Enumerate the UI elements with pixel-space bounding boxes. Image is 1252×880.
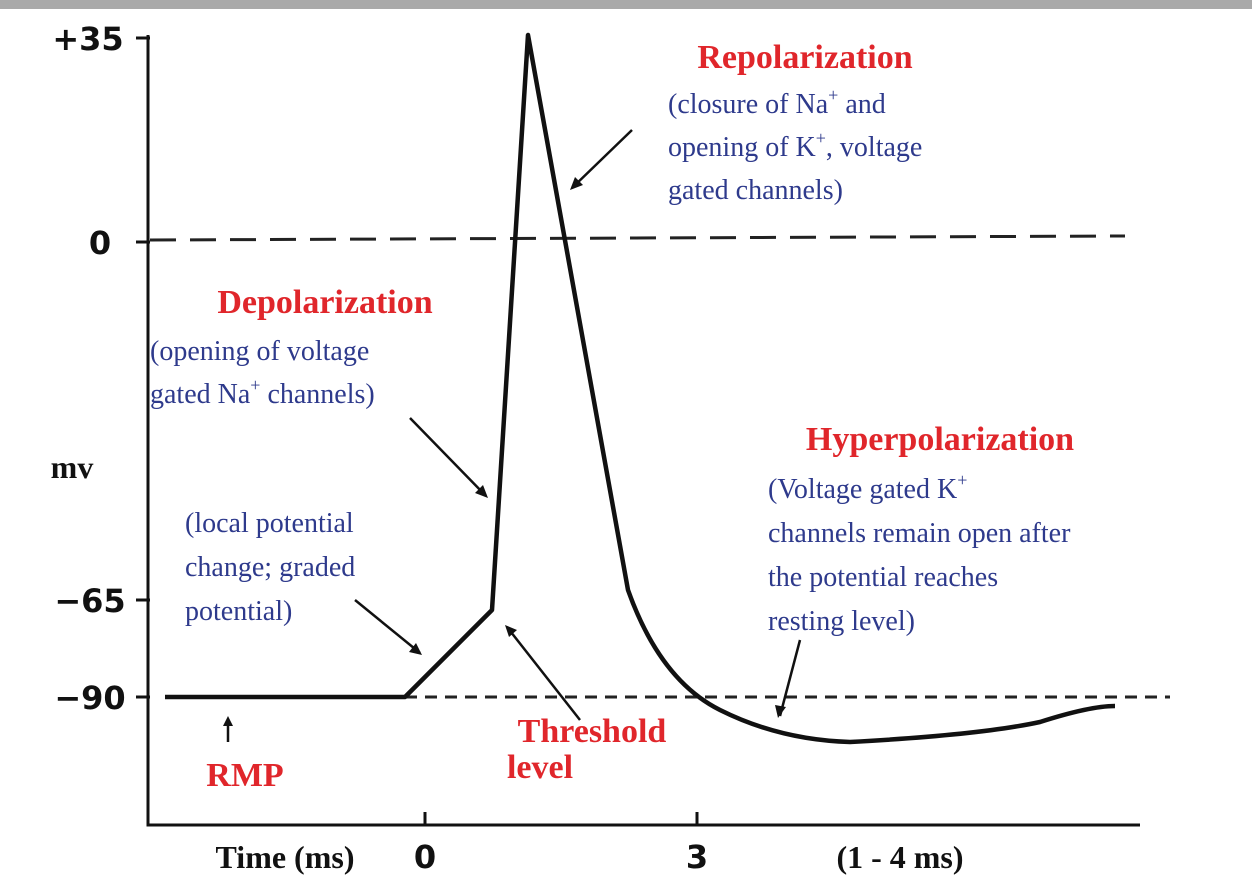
note-text: channels remain open after [768, 518, 1071, 549]
y-label: −65 [54, 582, 125, 620]
note-text: channels) [260, 379, 374, 410]
superscript: + [816, 128, 826, 148]
note-line: change; graded [185, 552, 355, 583]
note-line: gated Na+ channels) [150, 375, 375, 410]
threshold-label: Threshold [518, 713, 667, 750]
note-line: potential) [185, 596, 292, 627]
arrow-heads [223, 177, 786, 726]
note-text: resting level) [768, 606, 915, 637]
note-text: (local potential [185, 508, 354, 539]
note-line: resting level) [768, 606, 915, 637]
y-title: mv [51, 449, 94, 485]
threshold-label: level [507, 749, 573, 786]
note-line: (Voltage gated K+ [768, 470, 967, 505]
superscript: + [828, 85, 838, 105]
note-line: (closure of Na+ and [668, 85, 886, 120]
axes [136, 35, 1140, 827]
y-label: +35 [52, 20, 123, 58]
note-line: gated channels) [668, 175, 843, 206]
x-label: (1 - 4 ms) [836, 839, 963, 875]
note-text: (closure of Na [668, 89, 829, 120]
superscript: + [957, 470, 967, 490]
note-line: channels remain open after [768, 518, 1071, 549]
note-text: opening of K [668, 132, 816, 163]
x-title: Time (ms) [216, 839, 355, 875]
note-text: (opening of voltage [150, 336, 369, 367]
note-line: (opening of voltage [150, 336, 369, 367]
y-label: −90 [54, 679, 125, 717]
repolarization-title: Repolarization [697, 39, 912, 76]
rmp-label: RMP [206, 757, 283, 794]
note-text: , voltage [826, 132, 922, 163]
note-text: and [838, 89, 885, 120]
depolarization-title: Depolarization [217, 284, 432, 321]
note-text: gated channels) [668, 175, 843, 206]
note-line: opening of K+, voltage [668, 128, 922, 163]
y-label: 0 [89, 224, 111, 262]
top-bar [0, 0, 1252, 9]
note-line: (local potential [185, 508, 354, 539]
x-label: 0 [414, 838, 436, 876]
superscript: + [250, 375, 260, 395]
hyperpolarization-title: Hyperpolarization [806, 421, 1074, 458]
x-label: 3 [686, 838, 708, 876]
note-line: the potential reaches [768, 562, 998, 593]
axis-lines [146, 35, 1140, 827]
note-text: gated Na [150, 379, 251, 410]
potential-curve [165, 32, 1116, 745]
axis-ticks [136, 36, 699, 825]
zero-line [149, 234, 1126, 242]
note-text: change; graded [185, 552, 355, 583]
note-text: (Voltage gated K [768, 474, 957, 505]
note-text: the potential reaches [768, 562, 998, 593]
arrows [226, 129, 802, 742]
note-text: potential) [185, 596, 292, 627]
